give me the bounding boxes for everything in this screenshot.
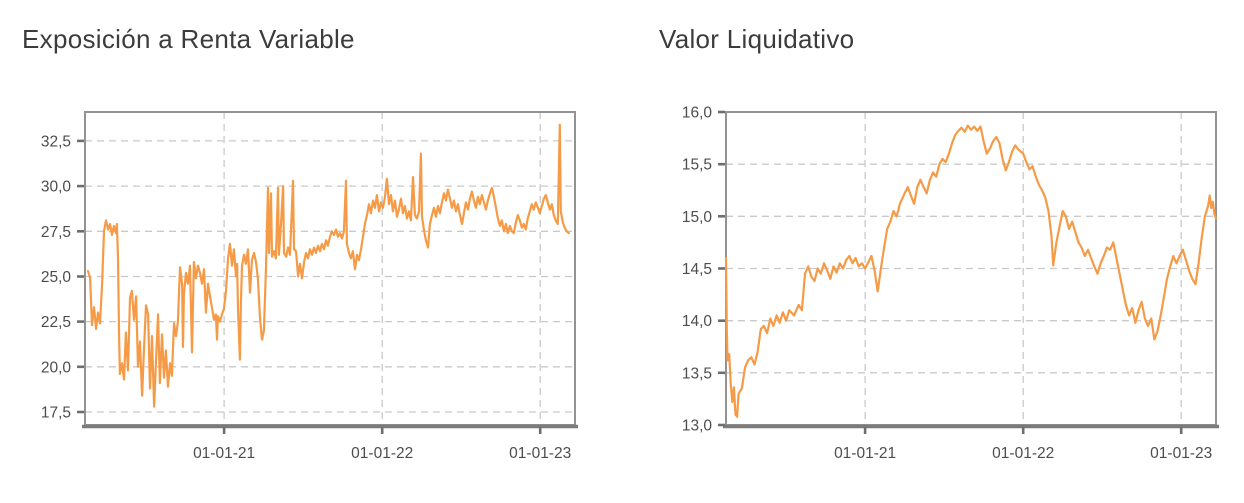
plot-border [84, 111, 576, 426]
y-tick-label: 32,5 [41, 133, 71, 150]
x-tick-label: 01-01-22 [992, 445, 1054, 462]
chart-title-net-asset-value: Valor Liquidativo [659, 24, 855, 54]
chart-net-asset-value: 16,0 15,5 15,0 14,5 14,0 13,5 13,0 01-01-21 01-0… [682, 105, 1219, 462]
chart-panel-net-asset-value: Valor Liquidativo 16,0 15,5 15,0 14,5 14,0 13… [620, 0, 1244, 503]
y-tick-label: 16,0 [682, 105, 713, 122]
x-tick-label: 01-01-21 [834, 445, 896, 462]
data-line [86, 123, 570, 408]
chart-equity-exposure: 32,5 30,0 27,5 25,0 22,5 20,0 17,5 01-01-21 01-0… [41, 111, 578, 462]
y-tick-label: 30,0 [41, 179, 72, 196]
y-tick-label: 22,5 [41, 314, 71, 331]
x-tick-label: 01-01-21 [193, 445, 255, 462]
x-tick-label: 01-01-22 [351, 445, 413, 462]
y-tick-label: 27,5 [41, 224, 71, 241]
y-tick-label: 15,5 [682, 157, 712, 174]
y-tick-label: 20,0 [41, 359, 72, 376]
chart-title-equity-exposure: Exposición a Renta Variable [22, 24, 355, 54]
y-tick-label: 14,5 [682, 261, 712, 278]
x-tick-label: 01-01-23 [1150, 445, 1212, 462]
y-tick-label: 17,5 [41, 405, 71, 422]
y-tick-label: 25,0 [41, 269, 72, 286]
y-tick-label: 15,0 [682, 209, 713, 226]
y-tick-label: 13,0 [682, 418, 713, 435]
y-tick-label: 13,5 [682, 365, 712, 382]
y-tick-label: 14,0 [682, 313, 713, 330]
x-tick-label: 01-01-23 [509, 445, 571, 462]
data-line [724, 124, 1218, 418]
chart-panel-equity-exposure: Exposición a Renta Variable 32,5 30,0 27,5… [0, 0, 620, 503]
